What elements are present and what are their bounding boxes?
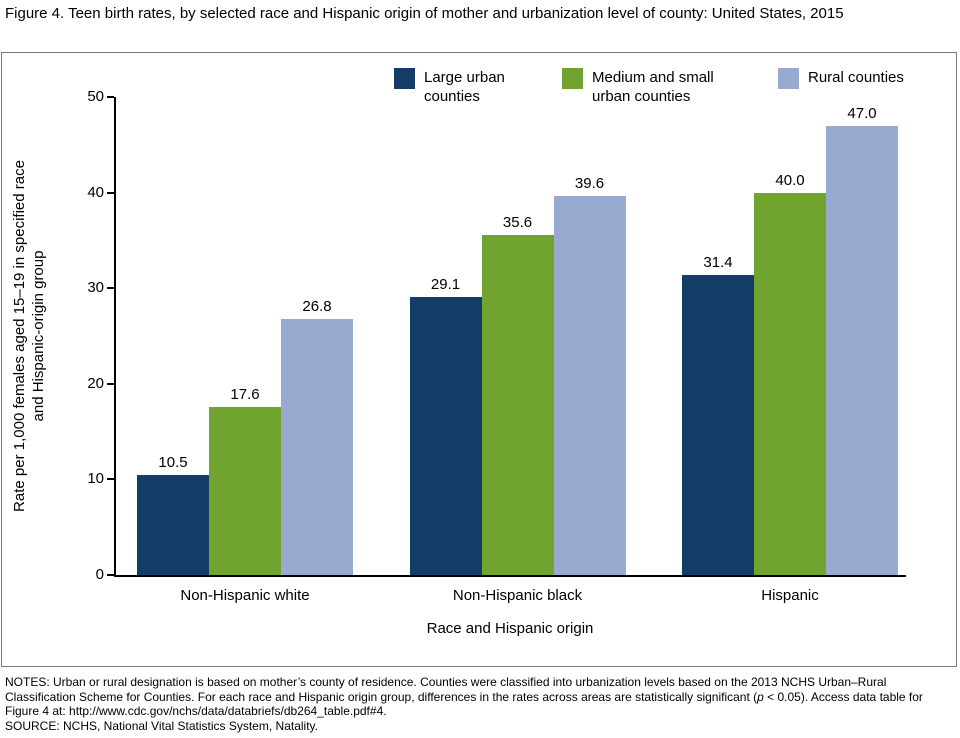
bar-value-label: 17.6	[230, 385, 260, 403]
legend-swatch-icon	[394, 68, 415, 89]
notes-text-continued: < 0.05). Access data table for Figure 4 …	[5, 689, 923, 719]
legend: Large urban counties Medium and small urb…	[394, 68, 904, 106]
legend-label: Large urban counties	[424, 69, 505, 105]
notes-italic-p: p	[757, 689, 764, 704]
legend-entry-large-urban-counties: Large urban counties	[394, 68, 516, 106]
x-axis-title: Race and Hispanic origin	[426, 620, 594, 637]
legend-entry-rural-counties: Rural counties	[778, 68, 904, 106]
y-tick-label-40: 40	[87, 183, 104, 201]
x-category-label-hispanic: Hispanic	[761, 587, 819, 604]
bar-value-label: 47.0	[847, 104, 877, 122]
bar-value-label: 26.8	[302, 297, 332, 315]
legend-entry-medium-and-small-urban-counties: Medium and small urban counties	[562, 68, 732, 106]
legend-swatch-icon	[778, 68, 799, 89]
y-tick-mark	[107, 287, 114, 290]
legend-swatch-icon	[562, 68, 583, 89]
bar-medium-and-small-urban-counties-non-hispanic-white: 17.6	[209, 386, 281, 575]
y-tick-label-10: 10	[87, 470, 104, 488]
source-line: SOURCE: NCHS, National Vital Statistics …	[5, 719, 318, 733]
y-tick-mark	[107, 96, 114, 98]
y-tick-label-20: 20	[87, 374, 104, 392]
y-tick-label-50: 50	[87, 88, 104, 105]
bar-value-label: 39.6	[574, 175, 605, 193]
x-category-label-non-hispanic-white: Non-Hispanic white	[180, 587, 310, 604]
plot-area: 0 10 20 30 40 50 10.5 17.6 26.8 29.1 35.6 39.6 31.4 4…	[87, 88, 906, 583]
bar-medium-and-small-urban-counties-hispanic: 40.0	[754, 172, 826, 575]
bar-large-urban-counties-non-hispanic-white: 10.5	[137, 454, 209, 575]
legend-label: Rural counties	[808, 69, 904, 86]
bar-large-urban-counties-hispanic: 31.4	[682, 254, 754, 575]
bar-group-non-hispanic-black: 29.1 35.6 39.6	[409, 175, 626, 575]
x-category-label-non-hispanic-black: Non-Hispanic black	[452, 587, 583, 604]
bar-value-label: 35.6	[502, 213, 533, 231]
bar-group-non-hispanic-white: 10.5 17.6 26.8	[137, 298, 353, 575]
y-axis-label-text: Rate per 1,000 females aged 15–19 in spe…	[11, 160, 47, 512]
bar-rural-counties-non-hispanic-black: 39.6	[553, 175, 626, 575]
bar-value-label: 31.4	[703, 253, 733, 271]
legend-label: Medium and small urban counties	[592, 69, 714, 105]
bar-medium-and-small-urban-counties-non-hispanic-black: 35.6	[481, 214, 554, 575]
notes-text: NOTES: Urban or rural designation is bas…	[5, 675, 887, 704]
bar-rural-counties-non-hispanic-white: 26.8	[281, 298, 353, 575]
bar-rural-counties-hispanic: 47.0	[826, 105, 898, 575]
figure-title: Figure 4. Teen birth rates, by selected …	[5, 5, 844, 22]
chart-box: Large urban counties Medium and small urb…	[1, 52, 957, 667]
y-axis-label: Rate per 1,000 females aged 15–19 in spe…	[6, 97, 52, 575]
bar-value-label: 10.5	[158, 453, 188, 471]
bar-value-label: 29.1	[430, 275, 461, 293]
y-tick-mark	[107, 382, 114, 385]
y-tick-mark	[107, 191, 114, 194]
bar-group-hispanic: 31.4 40.0 47.0	[682, 105, 898, 575]
y-tick-mark	[107, 574, 114, 576]
y-tick-mark	[107, 478, 114, 481]
y-tick-label-0: 0	[95, 566, 104, 583]
x-axis-categories: Non-Hispanic white Non-Hispanic black Hisp…	[114, 587, 906, 604]
notes: NOTES: Urban or rural designation is bas…	[5, 675, 953, 719]
bar-large-urban-counties-non-hispanic-black: 29.1	[409, 276, 482, 575]
y-tick-label-30: 30	[87, 279, 104, 297]
bar-value-label: 40.0	[775, 171, 805, 189]
